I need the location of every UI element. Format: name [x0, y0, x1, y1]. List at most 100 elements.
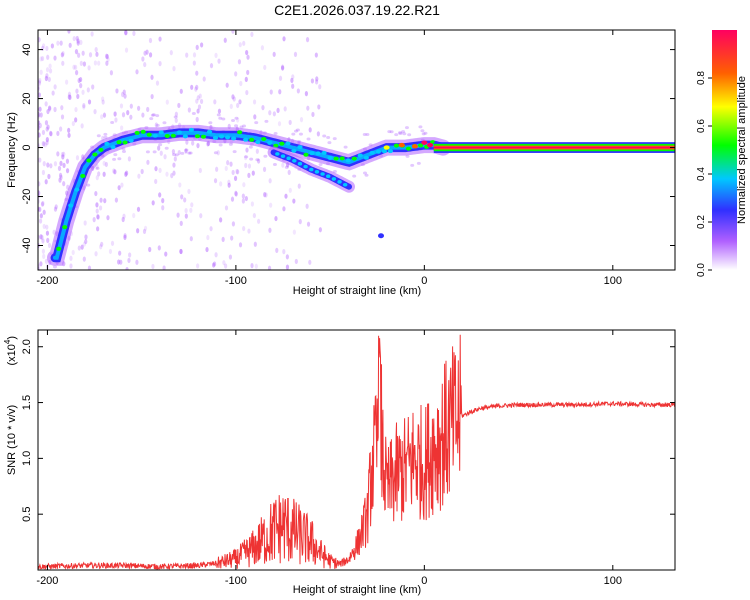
heatmap-noise-dot	[154, 178, 158, 185]
heatmap-noise-dot	[42, 141, 46, 147]
heatmap-peak-blob	[427, 142, 433, 148]
heatmap-noise-dot	[56, 130, 60, 137]
heatmap-noise-dot	[118, 250, 122, 256]
heatmap-noise-dot	[233, 175, 238, 181]
heatmap-noise-dot	[143, 50, 147, 56]
heatmap-ridge-blob	[110, 145, 116, 150]
heatmap-noise-dot	[75, 155, 80, 161]
heatmap-noise-dot	[299, 117, 304, 123]
heatmap-noise-dot	[92, 217, 96, 223]
heatmap-noise-dot	[108, 248, 113, 255]
heatmap-noise-dot	[284, 193, 288, 199]
heatmap-noise-dot	[53, 161, 58, 167]
heatmap-noise-dot	[127, 257, 131, 264]
heatmap-noise-dot	[52, 265, 57, 269]
heatmap-noise-dot	[212, 261, 217, 267]
heatmap-noise-dot	[151, 200, 155, 206]
heatmap-noise-dot	[191, 111, 196, 115]
heatmap-noise-dot	[80, 123, 84, 129]
heatmap-ridge-blob	[80, 173, 86, 178]
heatmap-branch-blob	[331, 177, 337, 181]
heatmap-noise-dot	[196, 263, 200, 269]
heatmap-noise-dot	[263, 192, 267, 198]
heatmap-noise-dot	[262, 166, 267, 172]
heatmap-noise-dot	[129, 103, 133, 109]
colorbar: 0.0 0.2 0.4 0.6 0.8 Normalized spectral ampl…	[696, 30, 748, 277]
heatmap-noise-dot	[242, 182, 246, 188]
heatmap-noise-dot	[96, 214, 100, 220]
heatmap-ylabel: Frequency (Hz)	[6, 112, 18, 188]
heatmap-noise-dot	[195, 70, 199, 76]
heatmap-noise-dot	[79, 60, 83, 66]
snr-xtick-label: 0	[421, 575, 427, 587]
heatmap-noise-dot	[389, 130, 394, 134]
heatmap-ridge-blob	[56, 246, 62, 251]
heatmap-noise-dot	[172, 170, 176, 176]
heatmap-branch-blob	[337, 180, 342, 184]
heatmap-noise-dot	[223, 37, 227, 43]
heatmap-noise-dot	[46, 162, 50, 168]
heatmap-noise-dot	[306, 221, 311, 227]
heatmap-noise-dot	[401, 130, 406, 134]
heatmap-noise-dot	[247, 172, 251, 178]
heatmap-noise-dot	[254, 121, 259, 125]
heatmap-noise-dot	[59, 174, 63, 181]
heatmap-ridge-blob	[363, 155, 369, 160]
heatmap-noise-dot	[65, 158, 70, 164]
heatmap-ridge-blob	[158, 130, 164, 135]
heatmap-noise-dot	[196, 95, 200, 101]
heatmap-noise-dot	[292, 229, 296, 235]
heatmap-noise-dot	[123, 233, 127, 239]
heatmap-noise-dot	[53, 84, 57, 90]
heatmap-noise-dot	[231, 169, 235, 176]
heatmap-noise-dot	[49, 130, 53, 136]
heatmap-ridge-blob	[309, 151, 315, 156]
heatmap-isolated-point	[378, 233, 384, 239]
heatmap-noise-dot	[176, 212, 180, 218]
heatmap-noise-dot	[148, 52, 153, 58]
heatmap-noise-dot	[150, 113, 155, 117]
heatmap-noise-dot	[41, 248, 45, 254]
colorbar-tick-label: 0.8	[696, 71, 707, 85]
heatmap-noise-dot	[234, 71, 238, 77]
heatmap-noise-dot	[248, 145, 253, 149]
heatmap-noise-dot	[291, 83, 295, 89]
heatmap-noise-dot	[71, 120, 75, 127]
heatmap-noise-dot	[387, 130, 392, 134]
heatmap-noise-dot	[250, 31, 254, 38]
heatmap-peak-blob	[421, 140, 428, 145]
heatmap-branch-blob	[286, 156, 291, 161]
heatmap-branch-blob	[303, 164, 308, 169]
heatmap-ridge-blob	[116, 140, 122, 145]
heatmap-noise-dot	[94, 190, 98, 197]
heatmap-noise-dot	[128, 252, 132, 258]
heatmap-ridge-blob	[218, 134, 225, 139]
heatmap-noise-dot	[56, 151, 60, 157]
heatmap-noise-dot	[82, 241, 87, 247]
heatmap-noise-dot	[332, 137, 337, 141]
heatmap-noise-dot	[200, 42, 204, 48]
heatmap-noise-dot	[177, 149, 181, 156]
heatmap-noise-dot	[42, 161, 46, 167]
heatmap-noise-dot	[213, 99, 217, 105]
heatmap-noise-dot	[143, 61, 147, 68]
heatmap-noise-dot	[250, 201, 254, 207]
heatmap-noise-dot	[45, 224, 49, 230]
heatmap-noise-dot	[317, 104, 321, 110]
heatmap-noise-dot	[38, 79, 42, 85]
colorbar-tick-label: 0.4	[696, 167, 707, 181]
heatmap-noise-dot	[294, 129, 299, 133]
heatmap-noise-dot	[150, 93, 154, 100]
heatmap-noise-dot	[211, 262, 216, 268]
heatmap-noise-dot	[314, 79, 319, 85]
heatmap-noise-dot	[127, 156, 131, 162]
heatmap-ridge-blob	[224, 135, 231, 140]
heatmap-noise-dot	[96, 134, 101, 138]
heatmap-noise-dot	[155, 80, 160, 86]
heatmap-noise-dot	[47, 76, 51, 83]
colorbar-tick-label: 0.2	[696, 215, 707, 229]
heatmap-noise-dot	[232, 150, 237, 154]
heatmap-noise-dot	[214, 52, 218, 58]
heatmap-ridge-blob	[98, 147, 104, 152]
heatmap-noise-dot	[421, 132, 426, 136]
